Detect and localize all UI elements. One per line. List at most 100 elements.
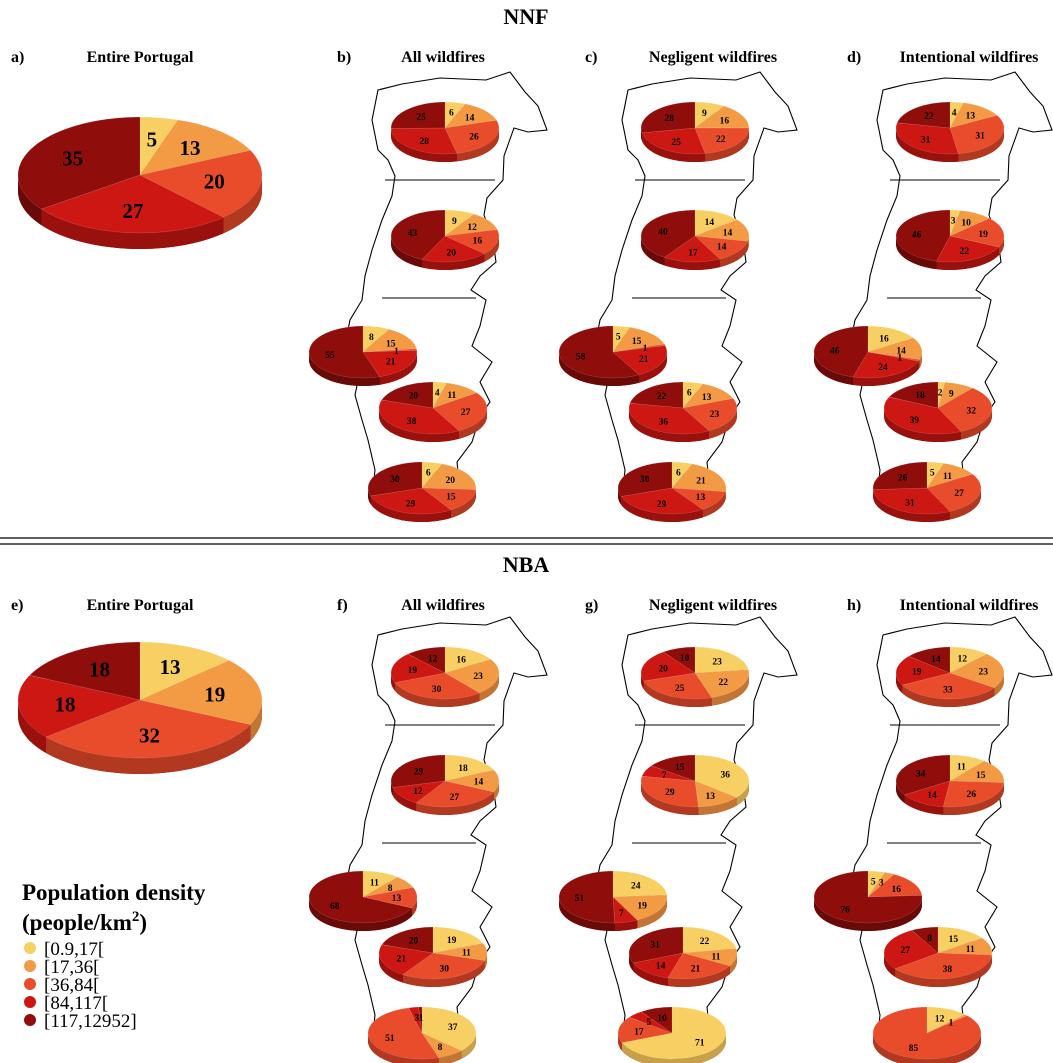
pie-f-region-5-label-4: 1: [419, 1013, 424, 1023]
pie-b-region-3-label-2: 1: [394, 347, 399, 357]
pie-b-region-3-side-3: [379, 352, 417, 385]
pie-b-region-5-side-2: [450, 489, 476, 518]
pie-c-region-5-slice-4: [617, 461, 673, 497]
pie-f-region-2-slice-1: [444, 769, 500, 793]
pie-g-region-2-slice-4: [650, 754, 696, 782]
pie-h-region-2-side-3: [904, 794, 944, 815]
panel-letter-b: b): [337, 49, 351, 66]
pie-g-region-3-side-4: [559, 897, 615, 932]
pie-c-region-1-slice-4: [640, 101, 696, 134]
pie-f-region-3-slice-4: [308, 870, 413, 924]
pie-f-region-2-side-2: [416, 792, 494, 816]
pie-c-region-5-label-0: 6: [676, 469, 681, 479]
pie-h-region-4-label-1: 11: [966, 945, 975, 955]
pie-g-region-1-side-2: [643, 681, 712, 707]
pie-d-region-5-slice-1: [926, 463, 974, 489]
pie-b-region-2-label-3: 20: [447, 248, 457, 258]
pie-g-region-4-slice-4: [628, 926, 684, 964]
pie-b-region-1-label-2: 26: [469, 133, 479, 143]
pie-g-region-2-slice-3: [641, 765, 696, 782]
pie-g-region-2-side-0: [736, 781, 749, 806]
pie-e-slice-3: [17, 675, 141, 738]
legend-swatch-0: [24, 942, 36, 954]
pie-h-region-4-slice-4: [911, 926, 939, 954]
pie-g-region-3-slice-4: [558, 870, 615, 924]
pie-d-region-1-slice-4: [896, 101, 951, 129]
pie-h-region-1-label-3: 19: [912, 668, 922, 678]
pie-d-region-5-label-4: 26: [898, 473, 908, 483]
pie-b-region-1-slice-3: [390, 127, 458, 155]
pie-b-region-2-label-1: 12: [467, 223, 477, 233]
pie-b-region-2-slice-3: [421, 235, 485, 263]
pie-b-region-5: 6 20 15 29 30: [367, 461, 477, 522]
pie-b-region-2-slice-1: [444, 213, 498, 237]
pie-f-region-2-label-1: 14: [474, 778, 484, 788]
pie-f-region-3-label-0: 11: [370, 878, 379, 888]
pie-g-region-4-side-3: [633, 963, 668, 986]
pie-c-region-5-side-1: [725, 488, 726, 500]
panel-title-h: Intentional wildfires: [900, 597, 1039, 614]
pie-d-region-2-slice-4: [895, 209, 951, 262]
pie-d-region-3-side-1: [919, 352, 922, 368]
pie-d-region-2-label-0: 3: [951, 216, 956, 226]
pie-e-slice-2: [45, 699, 251, 759]
pie-d-region-5-label-0: 5: [930, 469, 935, 479]
pie-f-region-1-side-3: [391, 673, 395, 691]
pie-b-region-4-slice-3: [378, 399, 460, 435]
pie-e-slice-4: [29, 641, 141, 701]
pie-f-region-2-label-4: 29: [414, 768, 424, 778]
panel-title-a: Entire Portugal: [87, 49, 194, 66]
pie-c-region-4-side-3: [629, 408, 710, 442]
pie-b-region-2-label-4: 43: [408, 229, 418, 239]
pie-d-region-2-slice-3: [936, 235, 1000, 263]
pie-d-region-1-slice-0: [949, 101, 964, 129]
pie-b-region-3-slice-2: [362, 348, 418, 353]
pie-g-region-4-label-2: 21: [691, 964, 701, 974]
pie-b-region-4-side-2: [459, 408, 487, 439]
panel-letter-g: g): [585, 597, 598, 614]
pie-f-region-4-slice-2: [402, 952, 486, 980]
pie-c-region-5-slice-0: [671, 461, 693, 489]
pie-b-region-1-label-1: 14: [465, 114, 475, 124]
pie-h-region-4-slice-3: [883, 930, 939, 970]
panel-title-f: All wildfires: [401, 597, 485, 614]
pie-g-region-1-side-1: [711, 673, 749, 706]
pie-f-region-1-label-4: 12: [428, 655, 438, 665]
pie-f-region-1-label-1: 23: [473, 672, 483, 682]
pie-b-region-5-side-4: [368, 488, 371, 505]
pie-c-region-4-slice-0: [682, 381, 704, 409]
panel-letter-d: d): [847, 49, 861, 66]
pie-f-region-5: 37 8 51 3 1: [367, 1006, 477, 1063]
pie-d-region-4-label-1: 9: [949, 390, 954, 400]
pie-b-region-5-label-3: 29: [406, 500, 416, 510]
pie-g-region-3-label-1: 19: [637, 901, 647, 911]
pie-b-region-4-label-4: 20: [409, 391, 419, 401]
pie-b-region-1: 6 14 26 28 25: [390, 101, 500, 162]
pie-g-region-4-slice-3: [632, 952, 684, 979]
pie-g-region-2-slice-0: [694, 754, 750, 798]
pie-b-region-2-side-3: [422, 253, 485, 270]
pie-d-region-3-label-1: 14: [896, 346, 906, 356]
pie-h-region-1-label-4: 14: [931, 655, 941, 665]
pie-f-region-4-slice-1: [432, 942, 488, 961]
pie-a-slice-1: [139, 119, 251, 176]
panel-title-b: All wildfires: [401, 49, 485, 66]
pie-d-region-1: 4 13 31 31 22: [895, 101, 1005, 163]
pie-f-region-2-side-3: [392, 787, 417, 811]
pie-d-region-2-slice-2: [949, 217, 1005, 248]
pie-d-region-3: 16 141 24 46: [813, 325, 923, 386]
pie-c-region-2-side-1: [747, 236, 749, 250]
pie-d-region-1-label-2: 31: [975, 132, 985, 142]
pie-c-region-5: 6 21 13 29 30: [617, 461, 727, 522]
pie-f-region-2-slice-2: [415, 780, 495, 808]
pie-b-region-5-slice-4: [367, 461, 423, 497]
pie-g-region-5-side-0: [621, 1033, 726, 1063]
pie-h-region-5: 12 1 85: [872, 1006, 982, 1063]
pie-h-region-1-side-1: [994, 673, 1004, 696]
pie-h-region-2-label-2: 26: [967, 790, 977, 800]
pie-g-region-2-label-3: 7: [662, 771, 667, 781]
